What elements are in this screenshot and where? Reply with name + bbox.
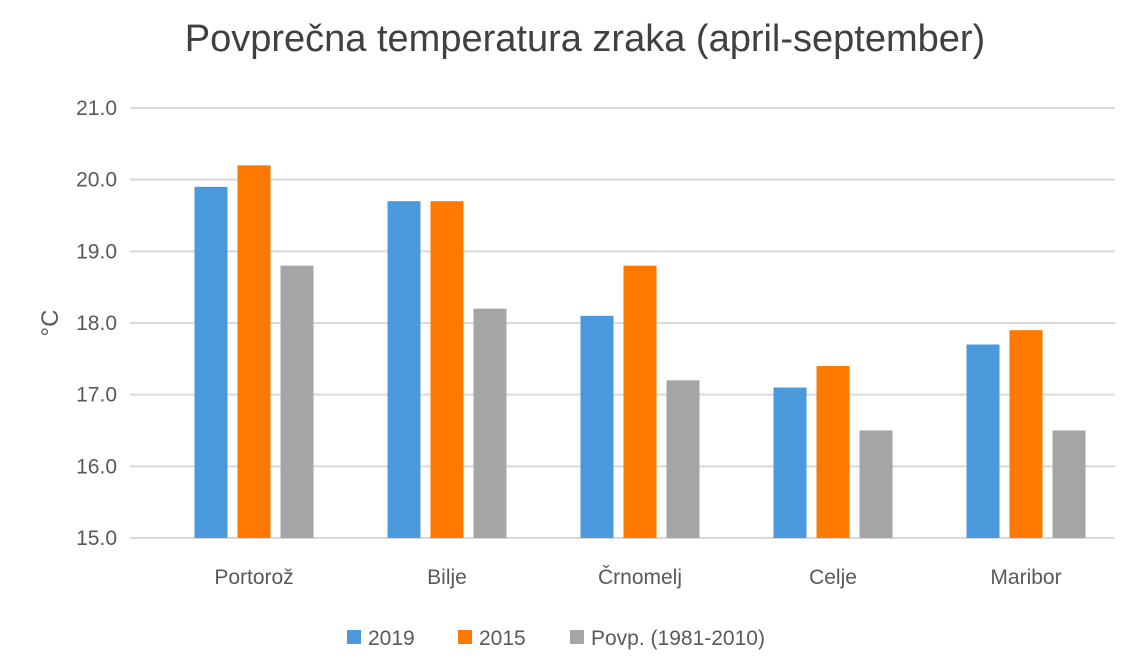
x-tick-label: Maribor [990,566,1061,589]
bar-2019 [773,387,807,538]
bar-2015 [816,366,850,538]
bar-2015 [623,265,657,538]
bar-2015 [1009,330,1043,538]
legend-label: Povp. (1981-2010) [591,627,765,650]
bar-povp-1981-2010- [473,308,507,538]
bar-2019 [580,315,614,538]
bar-povp-1981-2010- [1052,430,1086,538]
y-tick-label: 19.0 [76,240,117,263]
legend-swatch [570,630,584,644]
x-tick-label: Portorož [214,566,293,589]
bar-2015 [430,201,464,538]
legend-label: 2015 [479,627,526,650]
y-tick-label: 20.0 [76,169,117,192]
y-tick-label: 17.0 [76,384,117,407]
bar-2019 [387,201,421,538]
bar-2019 [194,186,228,539]
bar-2015 [237,165,271,539]
chart-title: Povprečna temperatura zraka (april-septe… [184,18,986,60]
x-tick-label: Bilje [427,566,467,589]
bar-povp-1981-2010- [859,430,893,538]
y-tick-label: 15.0 [76,527,117,550]
legend-swatch [347,630,361,644]
legend-label: 2019 [368,627,415,650]
y-axis-label: °C [37,310,64,337]
y-tick-label: 16.0 [76,455,117,478]
legend-swatch [458,630,472,644]
bar-povp-1981-2010- [666,380,700,538]
bar-2019 [966,344,1000,538]
y-tick-label: 21.0 [76,97,117,120]
bar-povp-1981-2010- [280,265,314,538]
x-tick-label: Celje [809,566,857,589]
x-tick-label: Črnomelj [598,566,682,589]
y-tick-label: 18.0 [76,312,117,335]
